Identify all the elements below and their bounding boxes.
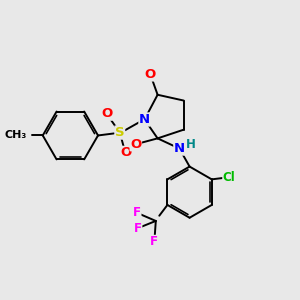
Text: O: O [145, 68, 156, 81]
Text: O: O [130, 138, 141, 151]
Text: F: F [150, 236, 158, 248]
Text: H: H [185, 138, 195, 151]
Text: S: S [115, 126, 124, 139]
Text: F: F [134, 222, 142, 235]
Text: N: N [139, 113, 150, 126]
Text: N: N [174, 142, 185, 155]
Text: O: O [101, 107, 112, 120]
Text: O: O [120, 146, 131, 159]
Text: F: F [133, 206, 141, 219]
Text: Cl: Cl [223, 171, 236, 184]
Text: CH₃: CH₃ [4, 130, 27, 140]
